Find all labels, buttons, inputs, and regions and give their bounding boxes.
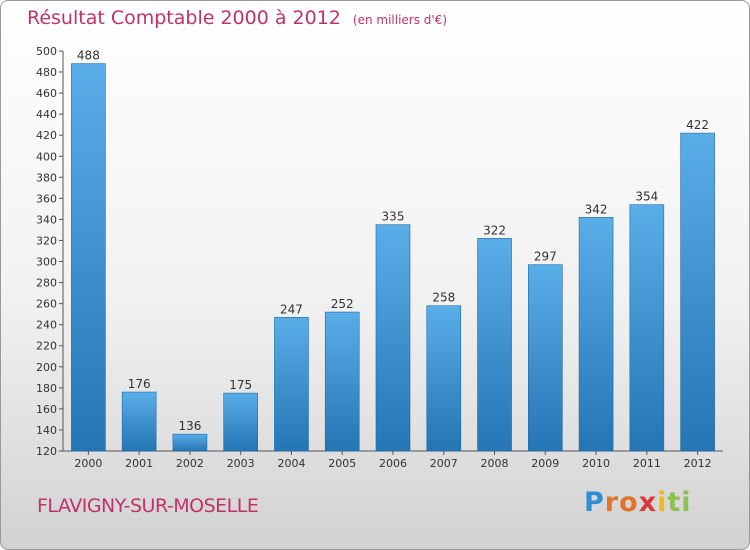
y-tick-label: 320	[36, 234, 57, 247]
bar	[680, 132, 715, 452]
bar	[71, 63, 106, 452]
bar-value-label: 297	[534, 250, 557, 264]
bar	[477, 238, 512, 452]
bar-value-label: 252	[331, 297, 354, 311]
bar-value-label: 176	[128, 377, 151, 391]
bar	[578, 217, 614, 452]
y-tick-label: 500	[36, 45, 57, 58]
bar-value-label: 488	[77, 49, 100, 63]
x-tick-label: 2002	[176, 457, 204, 470]
y-tick-label: 140	[36, 424, 57, 437]
bar	[172, 433, 208, 452]
y-tick-label: 460	[36, 87, 57, 100]
bar-value-label: 258	[432, 291, 455, 305]
y-tick-label: 420	[36, 129, 57, 142]
x-tick-label: 2005	[328, 457, 356, 470]
x-tick-label: 2004	[277, 457, 305, 470]
bar-value-label: 175	[229, 378, 252, 392]
y-tick-label: 220	[36, 340, 57, 353]
y-tick-label: 340	[36, 213, 57, 226]
x-tick-label: 2003	[227, 457, 255, 470]
bar-value-label: 342	[585, 202, 608, 216]
y-tick-label: 380	[36, 171, 57, 184]
bar-value-label: 247	[280, 302, 303, 316]
y-tick-label: 280	[36, 277, 57, 290]
x-tick-label: 2000	[74, 457, 102, 470]
y-tick-label: 240	[36, 319, 57, 332]
bar	[426, 305, 462, 452]
bar-value-label: 136	[178, 419, 201, 433]
y-tick-label: 180	[36, 382, 57, 395]
bar	[223, 392, 258, 452]
x-tick-label: 2010	[582, 457, 610, 470]
y-tick-label: 300	[36, 256, 57, 269]
town-name: FLAVIGNY-SUR-MOSELLE	[37, 495, 259, 517]
bar	[375, 224, 411, 452]
x-tick-label: 2011	[633, 457, 661, 470]
y-tick-label: 360	[36, 192, 57, 205]
x-tick-label: 2012	[684, 457, 712, 470]
bar-value-label: 322	[483, 223, 506, 237]
x-tick-label: 2009	[531, 457, 559, 470]
proxiti-logo: Proxiti	[584, 487, 692, 518]
y-tick-label: 120	[36, 445, 57, 458]
y-tick-label: 260	[36, 298, 57, 311]
x-tick-label: 2008	[481, 457, 509, 470]
bar-value-label: 422	[686, 118, 709, 132]
y-tick-label: 400	[36, 150, 57, 163]
x-tick-label: 2001	[125, 457, 153, 470]
y-tick-label: 160	[36, 403, 57, 416]
y-tick-label: 440	[36, 108, 57, 121]
title-text: Résultat Comptable 2000 à 2012	[27, 7, 341, 29]
bar-value-label: 335	[382, 210, 405, 224]
y-tick-label: 200	[36, 361, 57, 374]
chart-subtitle: (en milliers d'€)	[352, 13, 448, 27]
x-tick-label: 2007	[430, 457, 458, 470]
bar	[274, 317, 309, 452]
bar	[324, 311, 360, 452]
bar	[121, 391, 157, 452]
chart-title: Résultat Comptable 2000 à 2012 (en millie…	[27, 7, 447, 29]
y-tick-label: 480	[36, 66, 57, 79]
bar	[528, 264, 563, 452]
bar	[629, 204, 665, 452]
bar-value-label: 354	[635, 190, 658, 204]
x-tick-label: 2006	[379, 457, 407, 470]
